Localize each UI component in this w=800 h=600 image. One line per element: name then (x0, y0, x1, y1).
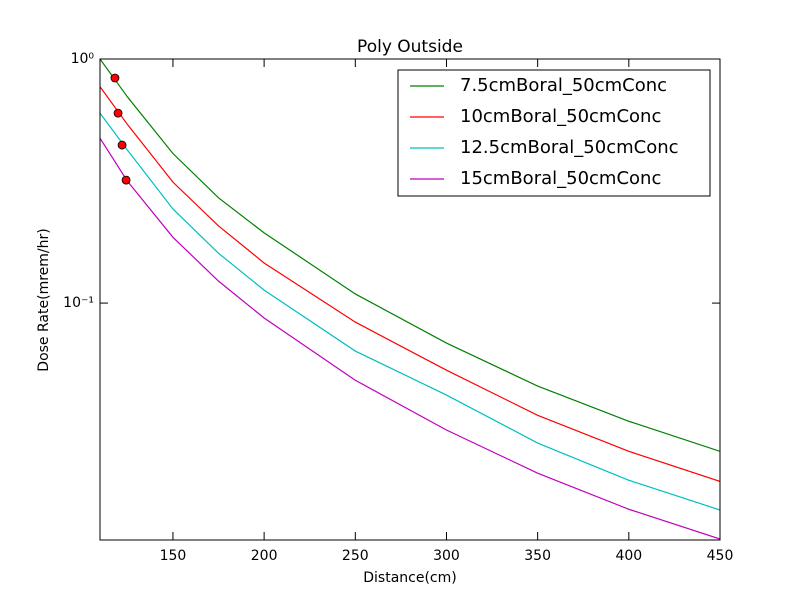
x-tick-label: 250 (342, 548, 369, 564)
series-line (100, 59, 720, 452)
x-tick-label: 150 (160, 548, 187, 564)
legend-label: 15cmBoral_50cmConc (460, 168, 661, 189)
marker-point (117, 140, 127, 150)
series-line (100, 86, 720, 482)
marker-point (121, 175, 131, 185)
legend: 7.5cmBoral_50cmConc 10cmBoral_50cmConc 12.… (397, 69, 711, 197)
y-axis-label: Dose Rate(mrem/hr) (36, 228, 52, 371)
series-line (100, 112, 720, 511)
y-tick-label: 10⁻¹ (63, 295, 94, 311)
x-tick-label: 450 (707, 548, 734, 564)
marker-point (110, 73, 120, 83)
series-line (100, 137, 720, 540)
legend-label: 12.5cmBoral_50cmConc (460, 137, 679, 158)
chart-title: Poly Outside (357, 37, 463, 57)
legend-label: 10cmBoral_50cmConc (460, 106, 661, 127)
legend-label: 7.5cmBoral_50cmConc (460, 75, 667, 96)
x-tick-label: 300 (433, 548, 460, 564)
x-tick-label: 400 (615, 548, 642, 564)
x-axis-label: Distance(cm) (363, 570, 456, 586)
x-tick-label: 350 (524, 548, 551, 564)
y-tick-label: 10⁰ (71, 51, 95, 67)
x-tick-label: 200 (251, 548, 278, 564)
legend-box (397, 69, 711, 197)
marker-point (113, 108, 123, 118)
plot-frame (99, 58, 721, 541)
